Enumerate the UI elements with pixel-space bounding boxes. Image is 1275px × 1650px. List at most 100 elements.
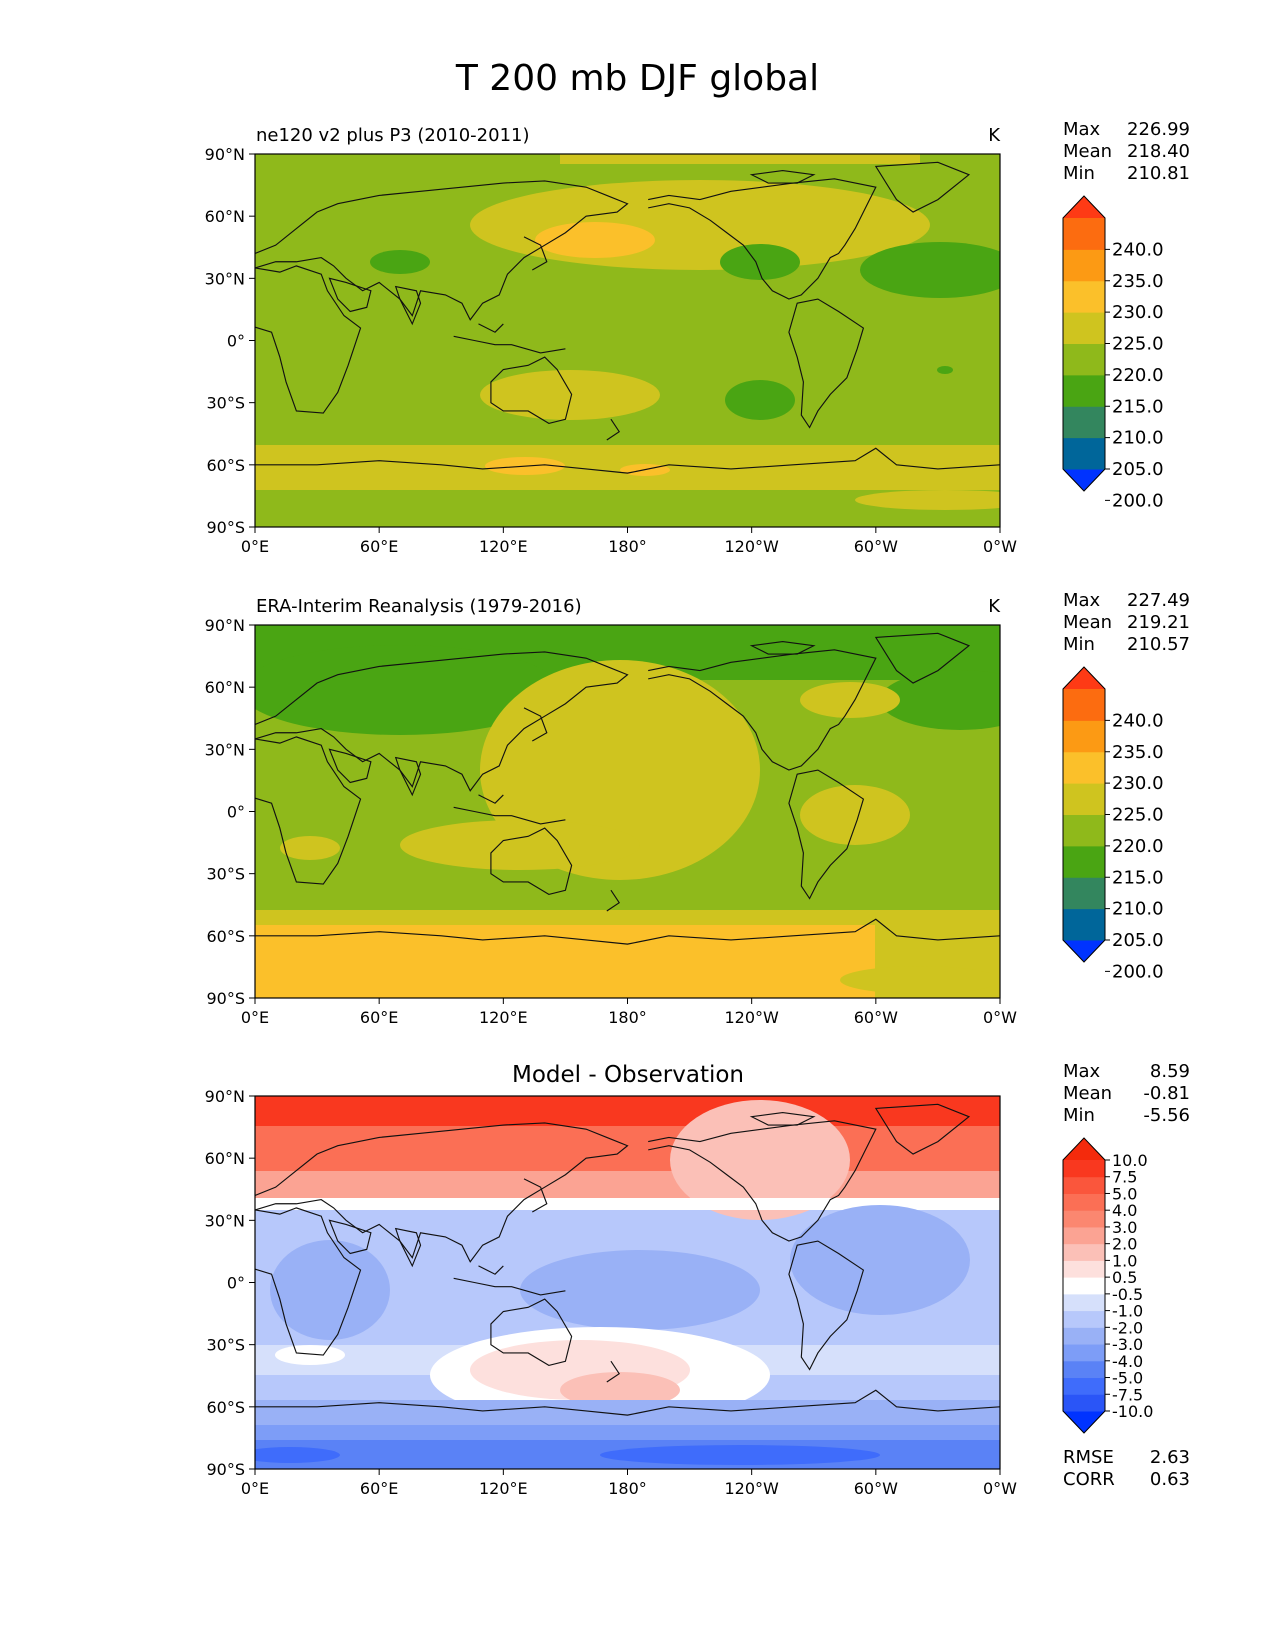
lat-tick-label: 30°N [205, 740, 245, 759]
colorbar-swatch [1063, 218, 1105, 250]
colorbar-label: -3.0 [1112, 1335, 1143, 1354]
lat-tick-label: 0° [227, 332, 245, 351]
colorbar-extend-high [1063, 667, 1105, 689]
colorbar-swatch [1063, 1243, 1105, 1261]
colorbar-label: 210.0 [1112, 899, 1164, 920]
lon-tick-label: 180° [608, 1479, 647, 1498]
colorbar-label: -4.0 [1112, 1352, 1143, 1371]
lat-tick-label: 30°N [205, 1211, 245, 1230]
colorbar-label: 215.0 [1112, 396, 1164, 417]
colorbar-swatch [1063, 1310, 1105, 1328]
colorbar-swatch [1063, 1176, 1105, 1194]
panel-model-max-label: Max [1063, 119, 1101, 140]
panel-model-min-label: Min [1063, 163, 1095, 184]
colorbar-extend-high [1063, 196, 1105, 218]
lon-tick-label: 60°E [360, 1008, 398, 1027]
panel-reference-mean-label: Mean [1063, 612, 1112, 633]
panel-model-units: K [988, 125, 1001, 146]
lon-tick-label: 0°E [241, 1479, 269, 1498]
colorbar-swatch [1063, 1193, 1105, 1211]
colorbar-label: -0.5 [1112, 1285, 1143, 1304]
colorbar-swatch [1063, 1344, 1105, 1362]
panel-difference-max: 8.59 [1150, 1061, 1190, 1082]
panel-difference-rmse: 2.63 [1150, 1447, 1190, 1468]
panel-difference: Model - Observation 90°N 60°N 30°N 0° 30°S 60… [205, 1061, 1190, 1498]
colorbar-swatch [1063, 374, 1105, 407]
panel-reference-min-label: Min [1063, 634, 1095, 655]
colorbar-swatch [1063, 406, 1105, 439]
colorbar-swatch [1063, 249, 1105, 282]
colorbar-label: 205.0 [1112, 930, 1164, 951]
panel-reference-field [255, 625, 1000, 998]
panel-difference-rmse-label: RMSE [1063, 1447, 1114, 1468]
colorbar-label: 200.0 [1112, 490, 1164, 511]
colorbar-label: 210.0 [1112, 428, 1164, 449]
panel-model-mean-label: Mean [1063, 141, 1112, 162]
colorbar-swatch [1063, 1210, 1105, 1228]
lon-tick-label: 60°W [854, 1479, 898, 1498]
lon-tick-label: 180° [608, 1008, 647, 1027]
lon-tick-label: 60°E [360, 1479, 398, 1498]
panel-difference-corr: 0.63 [1150, 1469, 1190, 1490]
panel-difference-mean-label: Mean [1063, 1083, 1112, 1104]
colorbar-label: -2.0 [1112, 1318, 1143, 1337]
colorbar-label: 220.0 [1112, 836, 1164, 857]
lon-tick-label: 120°W [724, 1479, 779, 1498]
lat-tick-label: 60°N [205, 207, 245, 226]
colorbar-swatch [1063, 751, 1105, 784]
panel-reference-max-label: Max [1063, 590, 1101, 611]
colorbar-swatch [1063, 1160, 1105, 1178]
colorbar-swatch [1063, 343, 1105, 376]
panel-model-colorbar: 240.0 235.0 230.0 225.0 220.0 215.0 210.0 205.0… [1062, 195, 1164, 511]
panel-model-title: ne120 v2 plus P3 (2010-2011) [256, 125, 530, 146]
panel-difference-min-label: Min [1063, 1105, 1095, 1126]
colorbar-extend-low [1063, 1411, 1105, 1433]
panel-reference-min: 210.57 [1127, 634, 1190, 655]
colorbar-label: -10.0 [1112, 1402, 1153, 1421]
panel-difference-mean: -0.81 [1143, 1083, 1190, 1104]
colorbar-label: 235.0 [1112, 271, 1164, 292]
lon-tick-label: 0°W [983, 537, 1017, 556]
colorbar-swatch [1063, 845, 1105, 878]
lon-tick-label: 120°W [724, 537, 779, 556]
panel-model-stats: Max 226.99 Mean 218.40 Min 210.81 [1063, 119, 1190, 184]
panel-difference-min: -5.56 [1143, 1105, 1190, 1126]
figure-title: T 200 mb DJF global [455, 58, 820, 99]
lat-tick-label: 60°S [206, 456, 245, 475]
lat-tick-label: 90°S [206, 518, 245, 537]
panel-model-max: 226.99 [1127, 119, 1190, 140]
panel-reference-stats: Max 227.49 Mean 219.21 Min 210.57 [1063, 590, 1190, 655]
colorbar-label: 225.0 [1112, 805, 1164, 826]
panel-difference-max-label: Max [1063, 1061, 1101, 1082]
panel-difference-stats: Max 8.59 Mean -0.81 Min -5.56 RMSE 2.63 … [1063, 1061, 1190, 1490]
lat-tick-label: 90°N [205, 616, 245, 635]
panel-model-field [255, 154, 1000, 527]
lat-tick-label: 0° [227, 803, 245, 822]
panel-difference-title: Model - Observation [512, 1062, 744, 1088]
colorbar-swatch [1063, 280, 1105, 313]
colorbar-label: 235.0 [1112, 742, 1164, 763]
colorbar-label: 225.0 [1112, 334, 1164, 355]
colorbar-label: -5.0 [1112, 1369, 1143, 1388]
colorbar-label: 5.0 [1112, 1184, 1137, 1203]
panel-difference-lon-ticks: 0°E 60°E 120°E 180° 120°W 60°W 0°W [241, 1469, 1017, 1498]
colorbar-swatch [1063, 1277, 1105, 1295]
colorbar-swatch [1063, 1394, 1105, 1412]
lat-tick-label: 90°S [206, 989, 245, 1008]
colorbar-swatch [1063, 1293, 1105, 1312]
lat-tick-label: 30°S [206, 394, 245, 413]
panel-reference-colorbar: 240.0 235.0 230.0 225.0 220.0 215.0 210.0 205.0… [1062, 666, 1164, 982]
lon-tick-label: 180° [608, 537, 647, 556]
panel-model-lon-ticks: 0°E 60°E 120°E 180° 120°W 60°W 0°W [241, 527, 1017, 556]
lat-tick-label: 30°S [206, 865, 245, 884]
lat-tick-label: 60°S [206, 927, 245, 946]
colorbar-swatch [1063, 437, 1105, 470]
lon-tick-label: 120°E [479, 537, 528, 556]
lon-tick-label: 120°E [479, 1008, 528, 1027]
panel-model: ne120 v2 plus P3 (2010-2011) K 90°N 60°N 3… [205, 119, 1190, 556]
colorbar-swatch [1063, 1226, 1105, 1245]
panel-reference: ERA-Interim Reanalysis (1979-2016) K 90°… [205, 590, 1190, 1027]
panel-model-lat-ticks: 90°N 60°N 30°N 0° 30°S 60°S 90°S [205, 145, 255, 537]
lat-tick-label: 90°S [206, 1460, 245, 1479]
colorbar-label: 240.0 [1112, 710, 1164, 731]
